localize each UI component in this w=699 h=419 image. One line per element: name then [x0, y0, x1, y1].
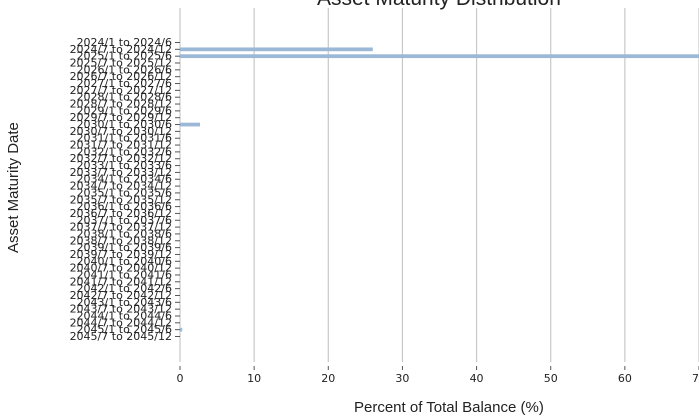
y-tick-label: 2032/7 to 2032/12	[70, 152, 172, 165]
chart-title: Asset Maturity Distribution	[317, 0, 697, 11]
y-tick-label: 2024/1 to 2024/6	[77, 36, 172, 49]
bar	[180, 327, 183, 332]
y-tick-label: 2041/1 to 2041/6	[77, 268, 172, 281]
y-tick-label: 2027/1 to 2027/6	[77, 77, 172, 90]
y-tick-label: 2035/7 to 2035/12	[70, 193, 172, 206]
x-tick-label: 40	[470, 372, 484, 385]
y-tick-label: 2031/7 to 2031/12	[70, 139, 172, 152]
y-tick-label: 2040/7 to 2040/12	[70, 262, 172, 275]
y-tick-label: 2030/1 to 2030/6	[77, 118, 172, 131]
y-tick-label: 2029/1 to 2029/6	[77, 104, 172, 117]
y-tick-label: 2044/1 to 2044/6	[77, 309, 172, 322]
y-tick-label: 2034/1 to 2034/6	[77, 173, 172, 186]
y-tick-label: 2038/7 to 2038/12	[70, 234, 172, 247]
y-tick-label: 2043/1 to 2043/6	[77, 296, 172, 309]
y-tick-label: 2042/1 to 2042/6	[77, 282, 172, 295]
y-tick-label: 2035/1 to 2035/6	[77, 186, 172, 199]
y-tick-label: 2028/1 to 2028/6	[77, 91, 172, 104]
y-tick-label: 2045/7 to 2045/12	[70, 330, 172, 343]
y-axis-label: Asset Maturity Date	[5, 122, 22, 253]
y-tick-label: 2037/1 to 2037/6	[77, 214, 172, 227]
y-tick-label: 2032/1 to 2032/6	[77, 145, 172, 158]
x-tick-label: 30	[395, 372, 409, 385]
y-tick-label: 2030/7 to 2030/12	[70, 125, 172, 138]
x-tick-label: 0	[177, 372, 184, 385]
x-tick-label: 50	[544, 372, 558, 385]
y-tick-label: 2044/7 to 2044/12	[70, 316, 172, 329]
x-axis-label: Percent of Total Balance (%)	[354, 399, 544, 416]
bar	[180, 122, 201, 127]
y-tick-label: 2036/7 to 2036/12	[70, 207, 172, 220]
y-tick-label: 2024/7 to 2024/12	[70, 43, 172, 56]
y-tick-label: 2045/1 to 2045/6	[77, 323, 172, 336]
y-tick-label: 2026/1 to 2026/6	[77, 63, 172, 76]
y-tick-label: 2038/1 to 2038/6	[77, 227, 172, 240]
y-tick-label: 2028/7 to 2028/12	[70, 98, 172, 111]
y-tick-label: 2025/1 to 2025/6	[77, 50, 172, 63]
y-tick-label: 2043/7 to 2043/12	[70, 303, 172, 316]
y-tick-label: 2033/1 to 2033/6	[77, 159, 172, 172]
x-tick-label: 10	[247, 372, 261, 385]
y-tick-label: 2025/7 to 2025/12	[70, 57, 172, 70]
y-tick-label: 2041/7 to 2041/12	[70, 275, 172, 288]
y-tick-label: 2042/7 to 2042/12	[70, 289, 172, 302]
bar	[180, 54, 699, 59]
y-tick-label: 2039/1 to 2039/6	[77, 241, 172, 254]
x-tick-label: 20	[321, 372, 335, 385]
x-tick-label: 60	[618, 372, 632, 385]
y-tick-label: 2037/7 to 2037/12	[70, 221, 172, 234]
y-tick-label: 2027/7 to 2027/12	[70, 84, 172, 97]
y-tick-label: 2026/7 to 2026/12	[70, 70, 172, 83]
y-tick-label: 2040/1 to 2040/6	[77, 255, 172, 268]
y-tick-label: 2031/1 to 2031/6	[77, 132, 172, 145]
bar	[180, 47, 373, 52]
x-tick-label: 70	[692, 372, 699, 385]
y-tick-label: 2029/7 to 2029/12	[70, 111, 172, 124]
y-tick-label: 2034/7 to 2034/12	[70, 180, 172, 193]
y-tick-label: 2036/1 to 2036/6	[77, 200, 172, 213]
y-tick-label: 2039/7 to 2039/12	[70, 248, 172, 261]
y-tick-label: 2033/7 to 2033/12	[70, 166, 172, 179]
y-axis-label-wrap: Asset Maturity Date	[5, 122, 25, 393]
